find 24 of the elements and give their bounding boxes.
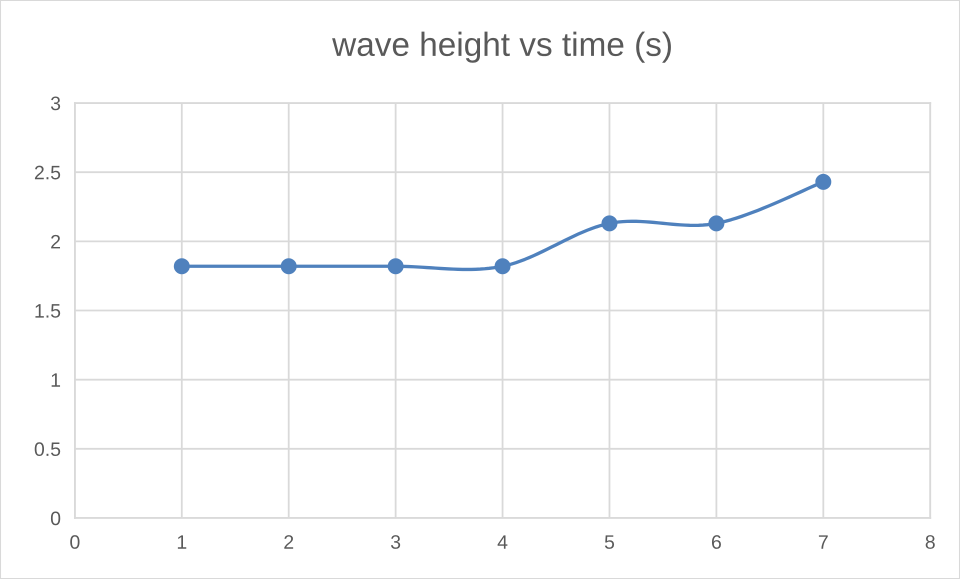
point <box>280 258 297 274</box>
x-tick-label: 0 <box>70 535 80 549</box>
y-tick-label: 3 <box>50 96 60 110</box>
point <box>388 258 404 274</box>
point <box>174 258 190 274</box>
x-tick-label: 5 <box>604 535 614 549</box>
x-tick-label: 1 <box>178 535 186 549</box>
point <box>494 258 511 274</box>
y-tick-label: 1.5 <box>35 304 60 318</box>
x-tick-label: 8 <box>926 535 935 549</box>
y-tick-label: 2 <box>51 234 60 248</box>
x-tick-label: 7 <box>818 535 828 549</box>
y-tick-label: 2.5 <box>34 166 60 180</box>
point <box>601 215 618 232</box>
x-tick-label: 3 <box>390 535 400 549</box>
y-tick-label: 0 <box>50 511 60 526</box>
chart-title: wave height vs time (s) <box>332 32 671 63</box>
x-tick-label: 6 <box>712 535 721 549</box>
point <box>815 174 832 190</box>
x-tick-label: 2 <box>284 535 294 549</box>
point <box>708 215 724 232</box>
y-tick-label: 1 <box>52 373 60 387</box>
x-tick-label: 4 <box>498 535 508 549</box>
y-tick-label: 0.5 <box>34 442 60 456</box>
